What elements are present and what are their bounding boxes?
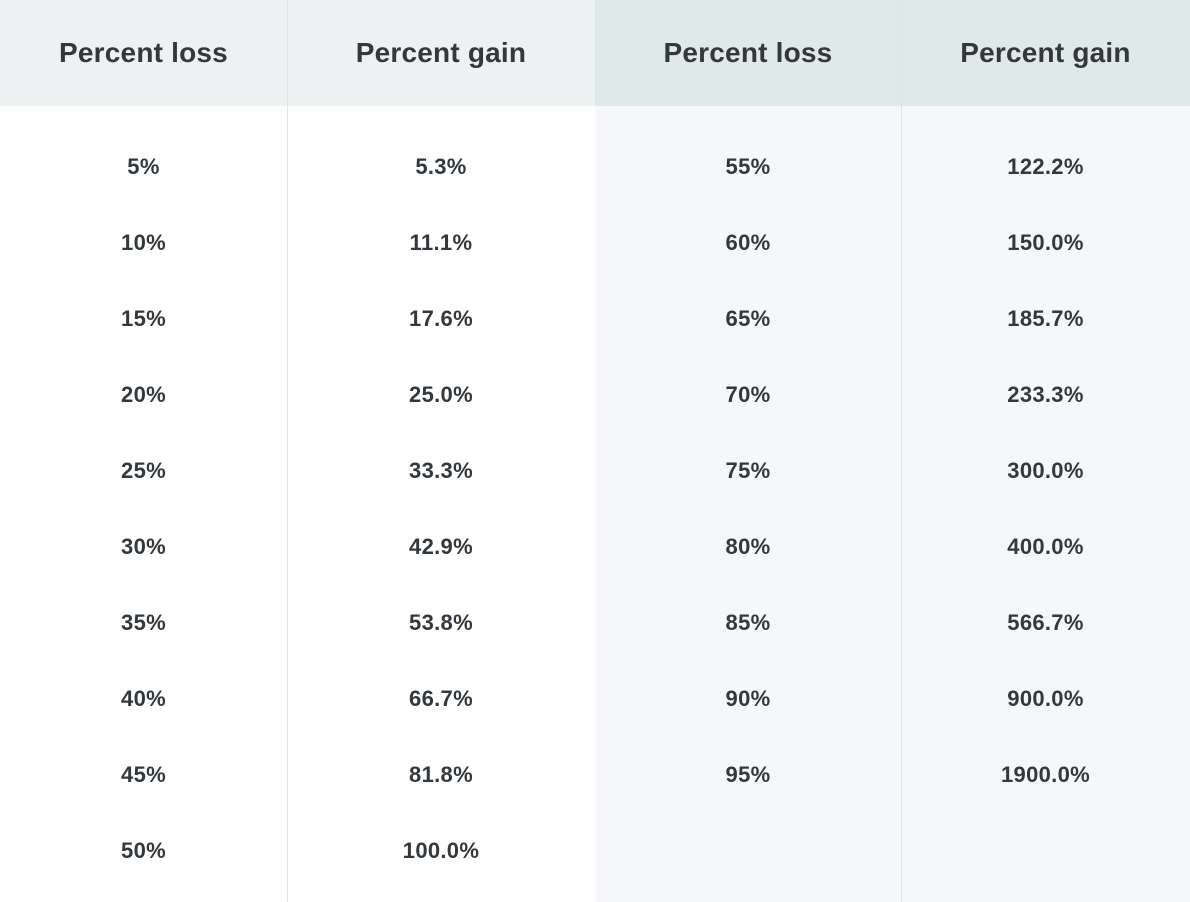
percent-gain-cell: 185.7% (1007, 306, 1084, 331)
table-row: 85% 566.7% (595, 585, 1190, 661)
percent-loss-cell: 35% (121, 610, 166, 635)
percent-gain-cell: 5.3% (415, 154, 467, 179)
table-row: 20% 25.0% (0, 357, 595, 433)
table-row: 95% 1900.0% (595, 737, 1190, 813)
percent-loss-cell: 40% (121, 686, 166, 711)
table-header-row-left: Percent loss Percent gain (0, 0, 595, 106)
percent-loss-cell: 10% (121, 230, 166, 255)
percent-gain-cell: 53.8% (409, 610, 473, 635)
percent-loss-cell: 15% (121, 306, 166, 331)
table-header-row-right: Percent loss Percent gain (595, 0, 1190, 106)
table-row: 90% 900.0% (595, 661, 1190, 737)
percent-gain-cell: 11.1% (409, 230, 473, 255)
header-percent-loss-left: Percent loss (59, 37, 228, 68)
percent-gain-cell: 400.0% (1007, 534, 1084, 559)
table-row: 35% 53.8% (0, 585, 595, 661)
percent-loss-cell: 75% (725, 458, 771, 483)
table-row: 45% 81.8% (0, 737, 595, 813)
percent-loss-cell: 95% (725, 762, 771, 787)
percent-loss-cell: 60% (725, 230, 771, 255)
table-row: 70% 233.3% (595, 357, 1190, 433)
percent-loss-cell: 50% (121, 838, 166, 863)
percent-loss-cell: 45% (121, 762, 166, 787)
table-row: 10% 11.1% (0, 205, 595, 281)
percent-gain-cell: 1900.0% (1001, 762, 1090, 787)
table-row: 80% 400.0% (595, 509, 1190, 585)
percent-gain-cell: 233.3% (1007, 382, 1084, 407)
percent-loss-cell: 25% (121, 458, 166, 483)
percent-loss-cell: 30% (121, 534, 166, 559)
table-row: 55% 122.2% (595, 129, 1190, 205)
table-row: 30% 42.9% (0, 509, 595, 585)
table-row: 15% 17.6% (0, 281, 595, 357)
percent-loss-cell: 85% (725, 610, 771, 635)
percent-gain-cell: 25.0% (409, 382, 473, 407)
table-row: 50% 100.0% (0, 813, 595, 889)
percent-loss-cell: 55% (725, 154, 771, 179)
percent-gain-cell: 566.7% (1007, 610, 1084, 635)
percent-gain-cell: 81.8% (409, 762, 473, 787)
percent-gain-cell: 100.0% (402, 838, 480, 863)
percent-gain-cell: 150.0% (1007, 230, 1084, 255)
percent-gain-cell: 17.6% (409, 306, 473, 331)
table-left-panel: Percent loss Percent gain 5% 5.3% 10% 11.1%… (0, 0, 595, 902)
percent-loss-cell: 80% (725, 534, 771, 559)
table-row: 40% 66.7% (0, 661, 595, 737)
table-right-panel: Percent loss Percent gain 55% 122.2% 60% 15… (595, 0, 1190, 902)
percent-gain-cell: 33.3% (409, 458, 473, 483)
percent-gain-cell: 300.0% (1007, 458, 1084, 483)
header-percent-gain-right: Percent gain (960, 37, 1131, 68)
header-percent-loss-right: Percent loss (663, 37, 833, 68)
table-body-right: 55% 122.2% 60% 150.0% 65% 185.7% 70% 233.3% 75% 3… (595, 106, 1190, 902)
percent-loss-cell: 90% (725, 686, 771, 711)
percent-gain-cell: 66.7% (409, 686, 473, 711)
percent-loss-cell: 5% (127, 154, 160, 179)
table-body-left: 5% 5.3% 10% 11.1% 15% 17.6% 20% 25.0% 25% 33.3% 30… (0, 106, 595, 902)
column-divider-left (287, 0, 288, 902)
table-row: 65% 185.7% (595, 281, 1190, 357)
table-row: 60% 150.0% (595, 205, 1190, 281)
percent-loss-cell: 20% (121, 382, 166, 407)
percent-loss-cell: 70% (725, 382, 771, 407)
table-row: 75% 300.0% (595, 433, 1190, 509)
percent-gain-cell: 42.9% (409, 534, 473, 559)
percent-gain-cell: 900.0% (1007, 686, 1084, 711)
percent-gain-cell: 122.2% (1007, 154, 1084, 179)
header-percent-gain-left: Percent gain (355, 37, 527, 68)
column-divider-right (901, 0, 902, 902)
percent-loss-cell: 65% (725, 306, 771, 331)
table-row (595, 813, 1190, 889)
table-row: 25% 33.3% (0, 433, 595, 509)
table-row: 5% 5.3% (0, 129, 595, 205)
